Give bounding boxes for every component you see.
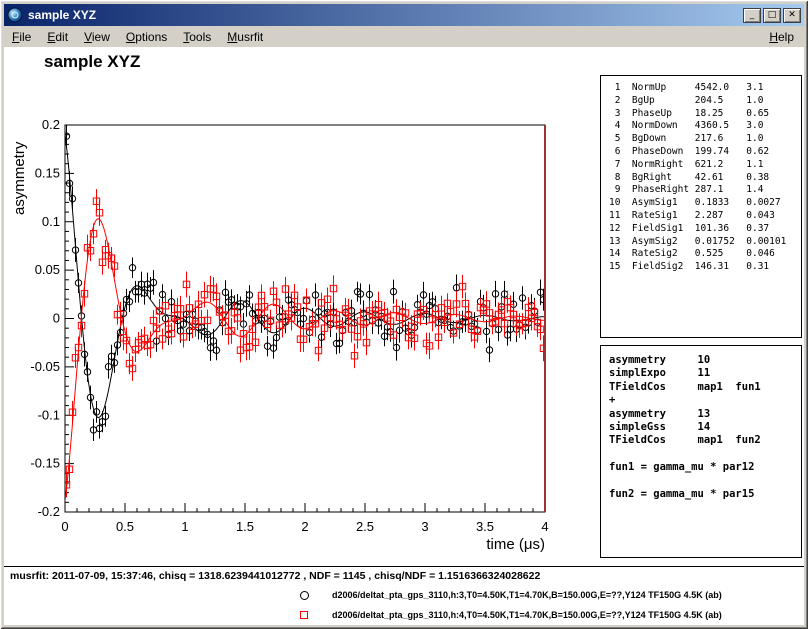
plot-frame (65, 125, 545, 512)
theory-text: asymmetry 10 simplExpo 11 TFieldCos map1… (609, 354, 801, 501)
axis-ticks (65, 125, 545, 512)
menu-item-options[interactable]: Options (118, 27, 175, 47)
title-bar[interactable]: sample XYZ _□✕ (4, 4, 804, 26)
svg-text:-0.1: -0.1 (38, 407, 60, 422)
svg-text:0.2: 0.2 (42, 117, 60, 132)
parameter-box: 1 NormUp 4542.0 3.1 2 BgUp 204.5 1.0 3 P… (600, 75, 802, 338)
series-h3 (63, 125, 546, 441)
x-tick-labels: 0 0.5 1 1.5 2 2.5 3 3.5 4 (61, 519, 548, 534)
app-icon (7, 7, 23, 23)
svg-text:0.05: 0.05 (35, 262, 60, 277)
legend-row: d2006/deltat_pta_gps_3110,h:3,T0=4.50K,T… (4, 587, 804, 605)
footer-separator (4, 566, 804, 567)
svg-text:2.5: 2.5 (356, 519, 374, 534)
parameter-table: 1 NormUp 4542.0 3.1 2 BgUp 204.5 1.0 3 P… (609, 82, 801, 274)
menu-item-musrfit[interactable]: Musrfit (219, 27, 271, 47)
svg-text:0: 0 (61, 519, 68, 534)
menu-item-edit[interactable]: Edit (39, 27, 76, 47)
menu-item-tools[interactable]: Tools (175, 27, 219, 47)
svg-text:0: 0 (53, 311, 60, 326)
window-title: sample XYZ (28, 8, 96, 22)
menu-item-view[interactable]: View (76, 27, 118, 47)
svg-text:2: 2 (301, 519, 308, 534)
fit-line (65, 134, 545, 418)
y-tick-labels: -0.2 -0.15 -0.1 -0.05 0 0.05 0.1 0.15 0.2 (30, 117, 60, 519)
svg-text:3: 3 (421, 519, 428, 534)
series-h4 (63, 189, 546, 501)
svg-text:1.5: 1.5 (236, 519, 254, 534)
legend-marker-square-icon (300, 611, 308, 619)
menu-item-help[interactable]: Help (759, 27, 804, 47)
svg-text:0.5: 0.5 (116, 519, 134, 534)
root-canvas: sample XYZ 00.511.522.533.54-0.2-0.15-0.… (4, 47, 804, 625)
svg-text:4: 4 (541, 519, 548, 534)
window-controls: _□✕ (741, 8, 801, 23)
fit-line (65, 219, 545, 502)
svg-text:0.1: 0.1 (42, 214, 60, 229)
close-button[interactable]: ✕ (783, 8, 801, 23)
svg-text:0.15: 0.15 (35, 165, 60, 180)
legend-marker-circle-icon (300, 591, 309, 600)
svg-text:-0.2: -0.2 (38, 504, 60, 519)
svg-text:1: 1 (181, 519, 188, 534)
menu-bar: FileEditViewOptionsToolsMusrfit Help (4, 26, 804, 47)
svg-text:-0.15: -0.15 (30, 456, 60, 471)
maximize-button[interactable]: □ (763, 8, 781, 23)
plot-canvas[interactable]: 0 0.5 1 1.5 2 2.5 3 3.5 4 -0.2 -0.15 -0.1 -0.05 0 0.05… (4, 47, 564, 559)
status-line: musrfit: 2011-07-09, 15:37:46, chisq = 1… (10, 570, 540, 582)
legend-row: d2006/deltat_pta_gps_3110,h:4,T0=4.50K,T… (4, 607, 804, 625)
x-axis-title: time (μs) (486, 536, 545, 553)
theory-box: asymmetry 10 simplExpo 11 TFieldCos map1… (600, 345, 802, 558)
minimize-button[interactable]: _ (743, 8, 761, 23)
svg-text:3.5: 3.5 (476, 519, 494, 534)
legend-label: d2006/deltat_pta_gps_3110,h:4,T0=4.50K,T… (332, 610, 722, 620)
svg-text:-0.05: -0.05 (30, 359, 60, 374)
main-window: sample XYZ _□✕ FileEditViewOptionsToolsM… (0, 0, 808, 629)
y-axis-title: asymmetry (11, 141, 28, 215)
menu-item-file[interactable]: File (4, 27, 39, 47)
legend-label: d2006/deltat_pta_gps_3110,h:3,T0=4.50K,T… (332, 590, 722, 600)
